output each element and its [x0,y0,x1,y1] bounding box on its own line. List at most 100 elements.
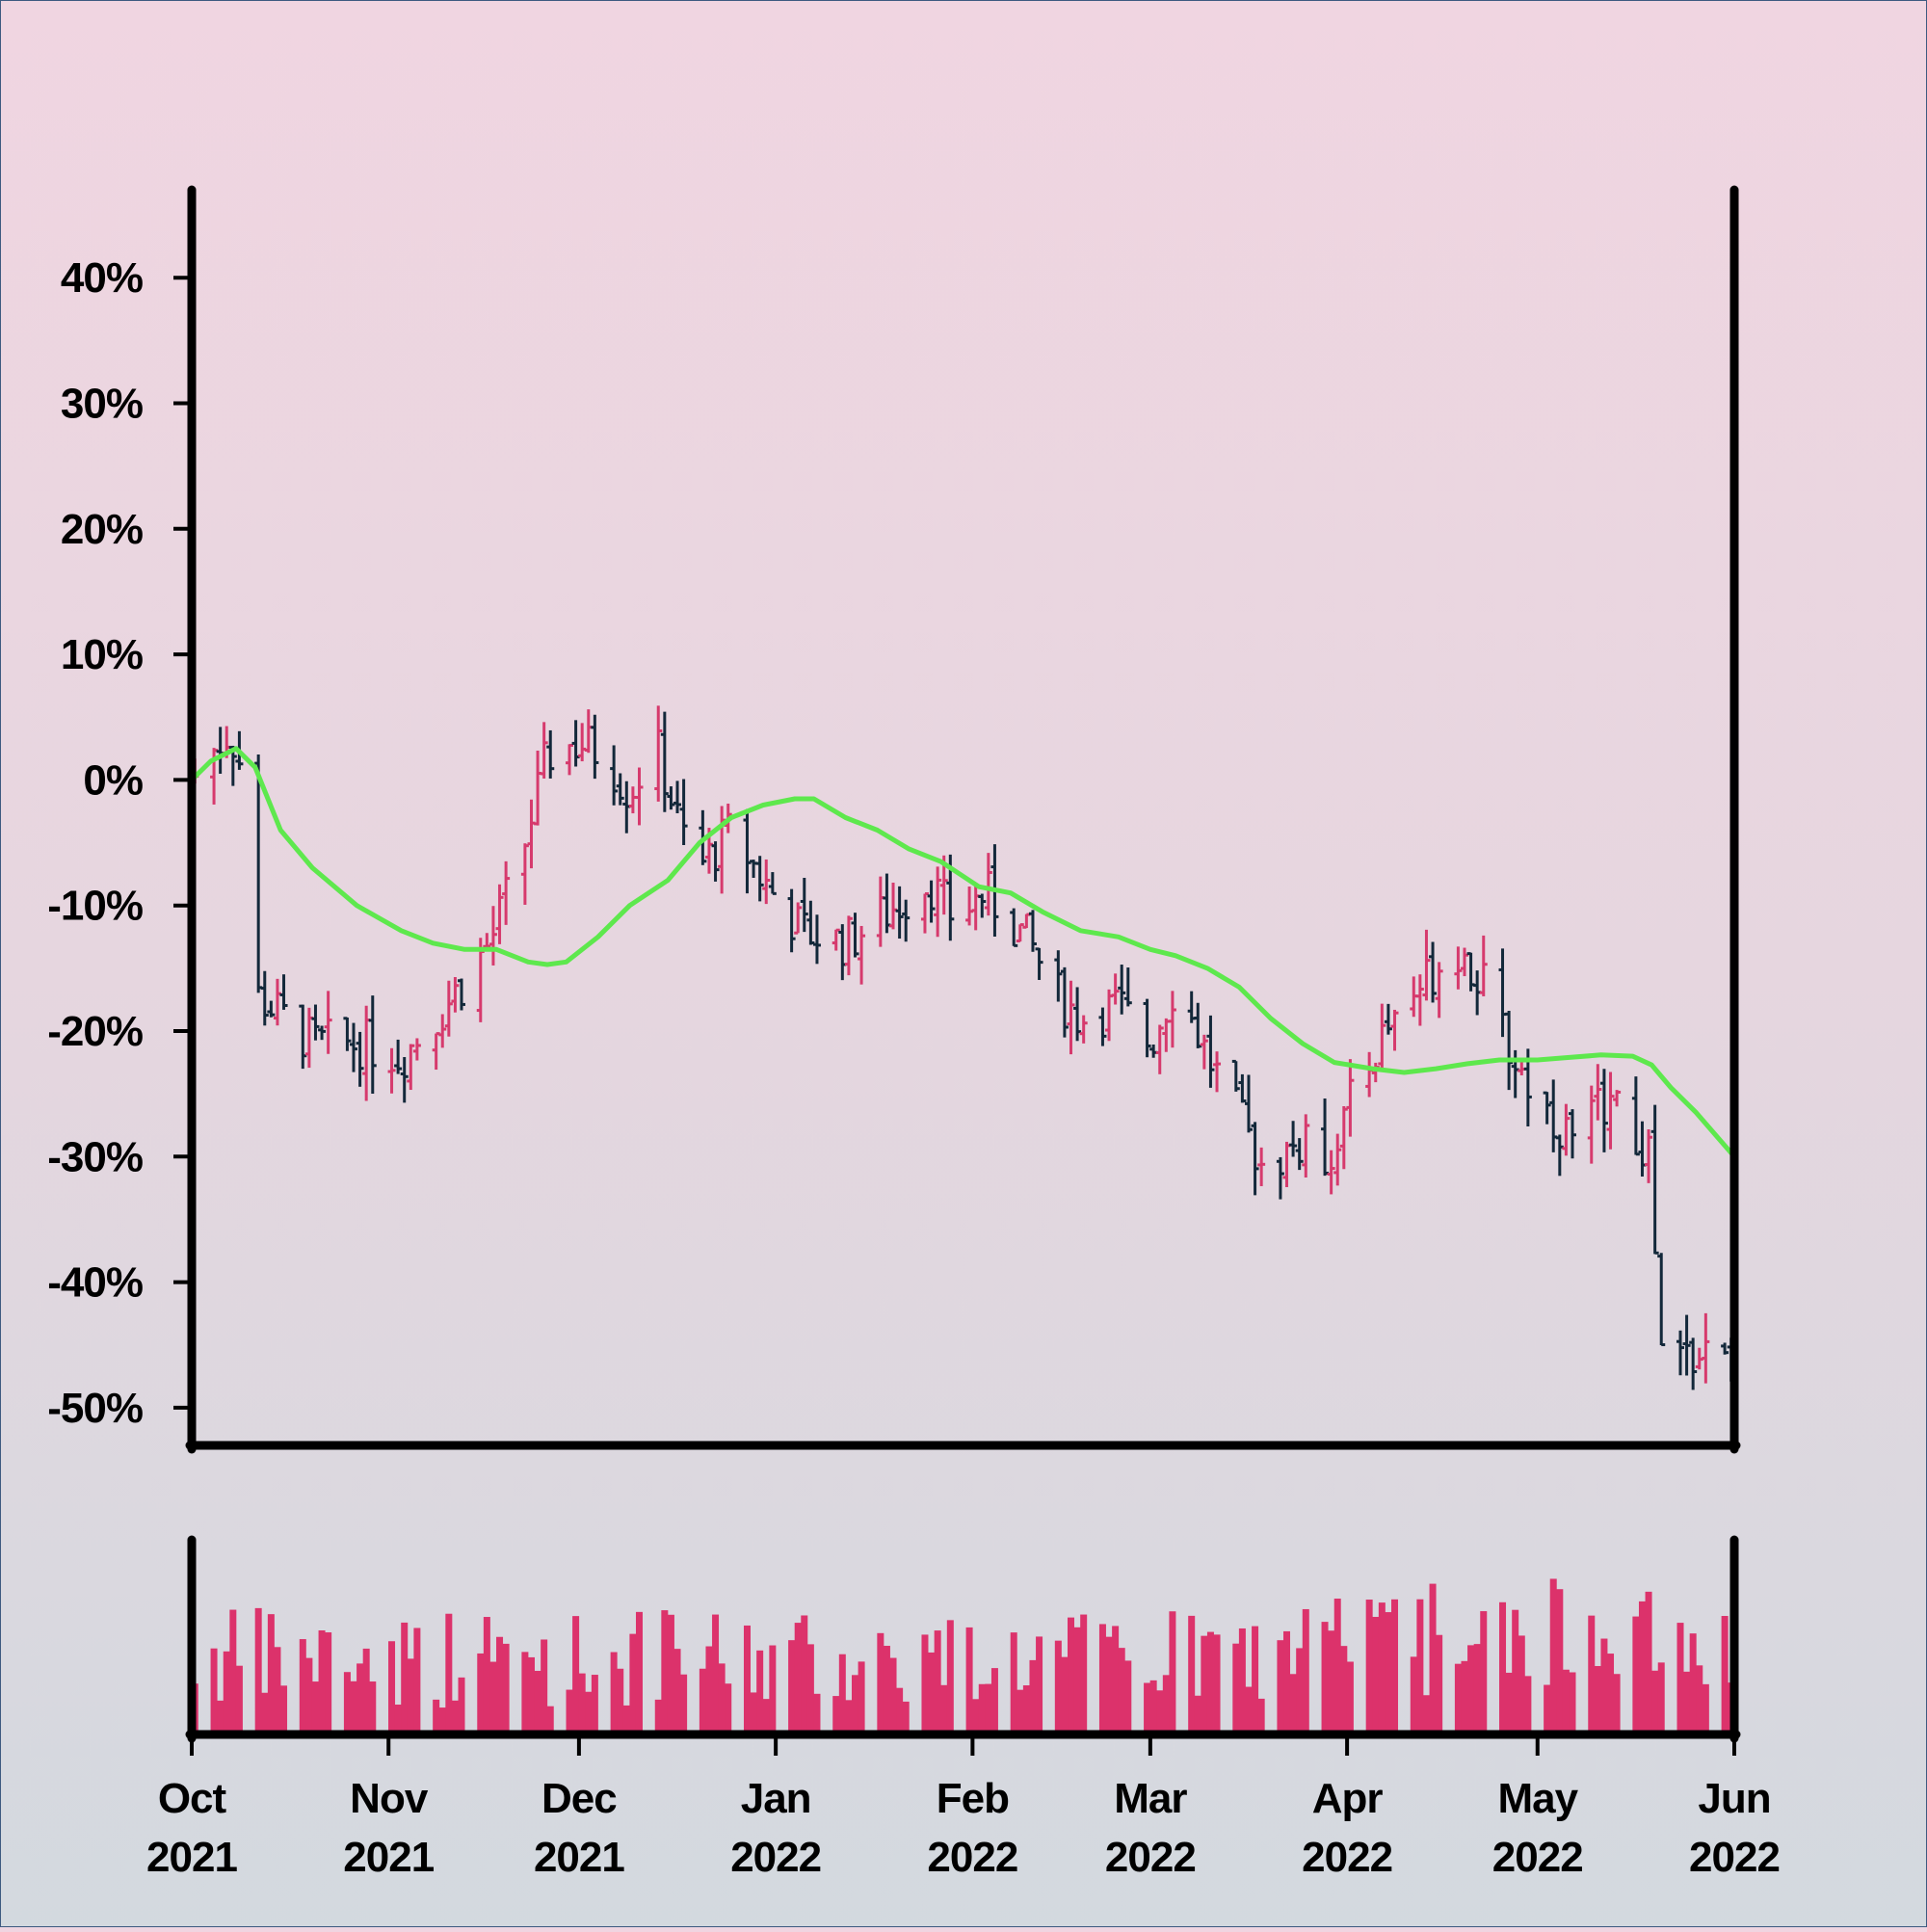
ohlc-bar [755,856,764,902]
volume-bar [1206,1631,1214,1731]
ohlc-bar [1371,1062,1380,1083]
volume-bar [585,1691,593,1731]
volume-bar [280,1685,288,1731]
volume-bar [1657,1662,1665,1731]
volume-bar [1010,1632,1017,1731]
ohlc-bar [1613,1090,1622,1107]
volume-bar [1118,1648,1125,1731]
volume-bar [629,1633,637,1731]
ohlc-bar [673,781,682,814]
volume-bar [794,1623,802,1731]
ohlc-bar [1194,1002,1202,1048]
volume-bar [1054,1640,1062,1731]
ohlc-bar [920,892,929,934]
volume-bar [305,1657,313,1731]
volume-bar [1289,1674,1297,1731]
volume-bar [718,1663,726,1731]
ohlc-bar [1276,1156,1284,1200]
ohlc-bar [794,902,803,935]
ohlc-bar [318,1025,327,1041]
ohlc-bar [400,1057,409,1103]
volume-bar [356,1663,364,1731]
x-tick-year-label: 2021 [343,1834,434,1881]
volume-bar [1098,1624,1106,1731]
ohlc-bar [1289,1121,1298,1157]
volume-bar [946,1620,954,1731]
ohlc-bar [299,1004,307,1070]
volume-bar [1499,1601,1507,1731]
y-axis-ticks: 40% 30% 20% 10% 0% -10% -20% -30% -40% -50% [47,254,190,1432]
ohlc-bar [806,900,815,945]
ohlc-bar [1054,950,1063,1002]
ohlc-bar [800,878,808,933]
ohlc-bar [1568,1109,1576,1159]
x-tick-month-label: Dec [541,1775,617,1822]
volume-bar [1112,1626,1120,1731]
ohlc-bar [832,928,840,951]
ohlc-bar [1645,1129,1653,1183]
volume-bar [1505,1672,1513,1731]
ohlc-bar [610,745,619,806]
volume-bar [1201,1635,1208,1731]
volume-bar [1346,1661,1354,1731]
ohlc-bar [743,808,752,894]
ohlc-bar [1657,1253,1666,1347]
volume-bar [451,1700,459,1731]
ohlc-bar [1390,1009,1399,1051]
volume-bar [1422,1695,1430,1731]
ohlc-bar [1587,1085,1596,1164]
y-tick-label: 10% [61,631,143,678]
volume-bar [261,1692,269,1731]
volume-bar [1283,1630,1291,1731]
ohlc-bar [1562,1103,1571,1156]
volume-bar [1333,1598,1341,1731]
volume-bar [458,1677,465,1731]
ohlc-bar [444,980,453,1037]
volume-bar [1429,1583,1437,1731]
volume-bar [318,1630,326,1731]
volume-bar [274,1647,281,1731]
ohlc-bar [432,1032,440,1071]
volume-bar [896,1687,904,1731]
y-tick-label: -40% [47,1259,143,1307]
ohlc-bar [566,743,574,776]
ohlc-bar [971,885,980,931]
volume-bar [1321,1622,1329,1731]
volume-bar [877,1632,884,1731]
volume-bar [883,1645,890,1731]
x-tick-year-label: 2022 [1105,1834,1196,1881]
ohlc-bar [1339,1105,1348,1170]
x-axis-ticks: Oct 2021 Nov 2021 Dec 2021 Jan 2022 Feb 2022 Mar 20… [146,1738,1781,1881]
x-tick-year-label: 2022 [1689,1834,1780,1881]
ohlc-bar [1415,974,1424,1026]
volume-bar [445,1613,453,1731]
ohlc-bar [368,995,377,1095]
volume-bar [1124,1660,1132,1731]
volume-bar [1562,1669,1570,1731]
volume-bar [267,1614,275,1731]
ohlc-bar [1168,991,1176,1048]
volume-bar [1245,1686,1253,1731]
volume-bar [1378,1602,1386,1731]
volume-bar [1683,1671,1691,1731]
ohlc-bar [616,773,624,806]
volume-bar [1518,1635,1525,1731]
y-tick-label: -20% [47,1008,143,1055]
ohlc-bar [1079,1015,1088,1044]
ohlc-bar [534,750,542,826]
volume-bar [858,1661,865,1731]
volume-bar [1588,1615,1596,1731]
volume-bar [750,1692,757,1731]
ohlc-bar [876,876,884,947]
volume-bar [1556,1589,1564,1731]
volume-bar [985,1683,992,1731]
volume-bar [1721,1616,1729,1731]
ohlc-bar [1162,1018,1171,1052]
y-tick-label: 20% [61,506,143,553]
volume-bar [1296,1648,1304,1731]
volume-bar [1372,1616,1380,1731]
volume-bar [1632,1616,1640,1731]
ohlc-bar [718,806,726,894]
x-tick-year-label: 2022 [1492,1834,1583,1881]
